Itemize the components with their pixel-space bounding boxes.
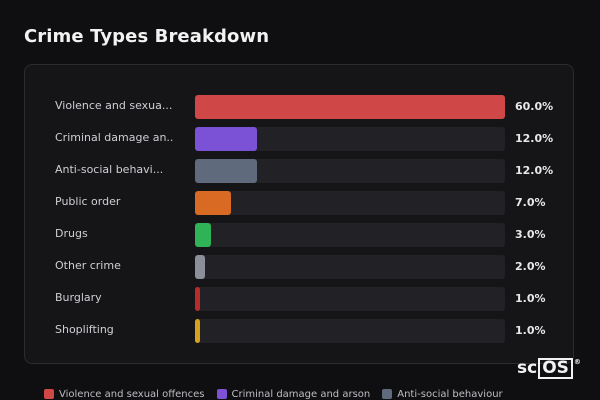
legend-item-violence[interactable]: Violence and sexual offences	[44, 387, 205, 400]
page-title: Crime Types Breakdown	[24, 26, 270, 47]
bar-label: Shoplifting	[55, 323, 114, 336]
bar-fill	[195, 223, 211, 247]
bar-track	[195, 319, 505, 343]
bar-label: Public order	[55, 195, 121, 208]
bar-track	[195, 191, 505, 215]
bar-track	[195, 159, 505, 183]
logo-boxed: OS	[538, 358, 573, 379]
legend-swatch	[216, 389, 227, 399]
legend-item-criminal-damage[interactable]: Criminal damage and arson	[216, 387, 371, 400]
bar-label: Other crime	[55, 259, 121, 272]
bar-track	[195, 223, 505, 247]
bar-track	[195, 95, 505, 119]
bar-chart-card: Violence and sexua... 60.0% Criminal dam…	[24, 64, 574, 364]
bar-percent: 3.0%	[515, 228, 546, 241]
bar-row-public-order[interactable]: Public order 7.0%	[25, 191, 575, 215]
bar-percent: 2.0%	[515, 260, 546, 273]
bar-row-shoplifting[interactable]: Shoplifting 1.0%	[25, 319, 575, 343]
legend-label: Violence and sexual offences	[59, 388, 205, 400]
bar-fill	[195, 159, 257, 183]
bar-label: Burglary	[55, 291, 102, 304]
bar-row-drugs[interactable]: Drugs 3.0%	[25, 223, 575, 247]
bar-row-criminal-damage[interactable]: Criminal damage an... 12.0%	[25, 127, 575, 151]
bar-percent: 7.0%	[515, 196, 546, 209]
bar-row-violence[interactable]: Violence and sexua... 60.0%	[25, 95, 575, 119]
registered-mark: ®	[573, 358, 581, 366]
bar-fill	[195, 319, 201, 343]
bar-fill	[195, 127, 257, 151]
legend-item-anti-social[interactable]: Anti-social behaviour	[382, 387, 503, 400]
bar-track	[195, 255, 505, 279]
bar-row-other-crime[interactable]: Other crime 2.0%	[25, 255, 575, 279]
bar-percent: 12.0%	[515, 164, 554, 177]
bar-track	[195, 127, 505, 151]
scos-logo: sc OS ®	[517, 358, 581, 379]
bar-percent: 1.0%	[515, 324, 546, 337]
bar-row-anti-social[interactable]: Anti-social behavi... 12.0%	[25, 159, 575, 183]
bar-row-burglary[interactable]: Burglary 1.0%	[25, 287, 575, 311]
bar-track	[195, 287, 505, 311]
legend-label: Anti-social behaviour	[397, 388, 503, 400]
bar-percent: 12.0%	[515, 132, 554, 145]
bar-fill	[195, 191, 232, 215]
bar-fill	[195, 255, 206, 279]
bar-label: Violence and sexua...	[55, 99, 173, 112]
chart-legend: Violence and sexual offences Criminal da…	[44, 387, 503, 400]
legend-swatch	[382, 389, 393, 399]
legend-swatch	[44, 389, 54, 399]
bar-percent: 1.0%	[515, 292, 546, 305]
legend-label: Criminal damage and arson	[231, 388, 371, 400]
bar-label: Anti-social behavi...	[55, 163, 164, 176]
bar-label: Drugs	[55, 227, 88, 240]
bar-fill	[195, 95, 505, 119]
bar-fill	[195, 287, 201, 311]
bar-label: Criminal damage an...	[55, 131, 173, 144]
logo-prefix: sc	[517, 358, 538, 378]
bar-percent: 60.0%	[515, 100, 554, 113]
